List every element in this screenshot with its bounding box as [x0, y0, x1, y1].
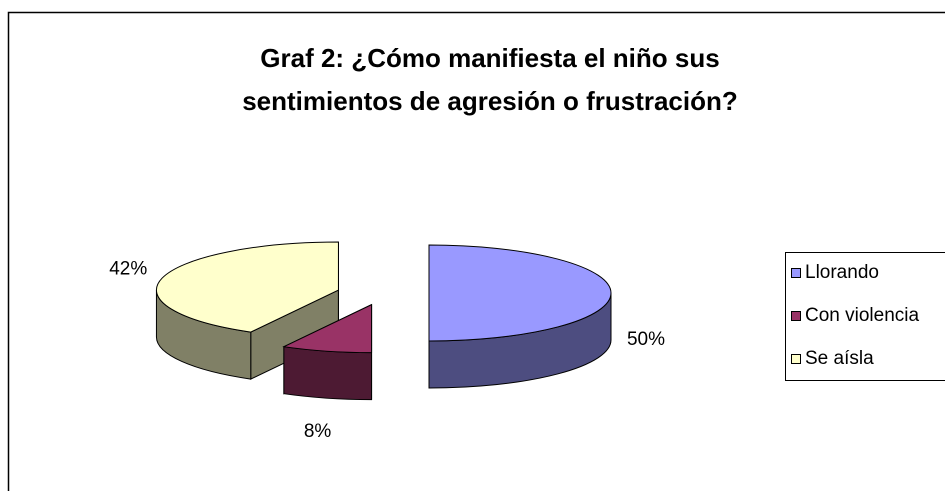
chart-title: sentimientos de agresión o frustración?: [242, 86, 738, 116]
data-label: 50%: [627, 329, 665, 350]
slice-top: [428, 244, 612, 342]
slice-top: [156, 241, 339, 333]
legend-label: Con violencia: [805, 305, 919, 326]
legend-label: Llorando: [805, 262, 879, 283]
legend-swatch: [791, 268, 801, 278]
slice: [282, 303, 373, 401]
slice-top: [282, 303, 373, 354]
chart-title: Graf 2: ¿Cómo manifiesta el niño sus: [260, 43, 719, 73]
legend-box: [785, 252, 945, 381]
data-label: 42%: [109, 258, 147, 279]
slice-side: [283, 346, 373, 401]
slice: [428, 244, 612, 389]
legend-swatch: [791, 311, 801, 321]
legend-swatch: [791, 354, 801, 364]
legend-label: Se aísla: [805, 348, 874, 369]
pie: [155, 241, 612, 401]
slice: [155, 241, 339, 380]
data-label: 8%: [304, 421, 332, 442]
